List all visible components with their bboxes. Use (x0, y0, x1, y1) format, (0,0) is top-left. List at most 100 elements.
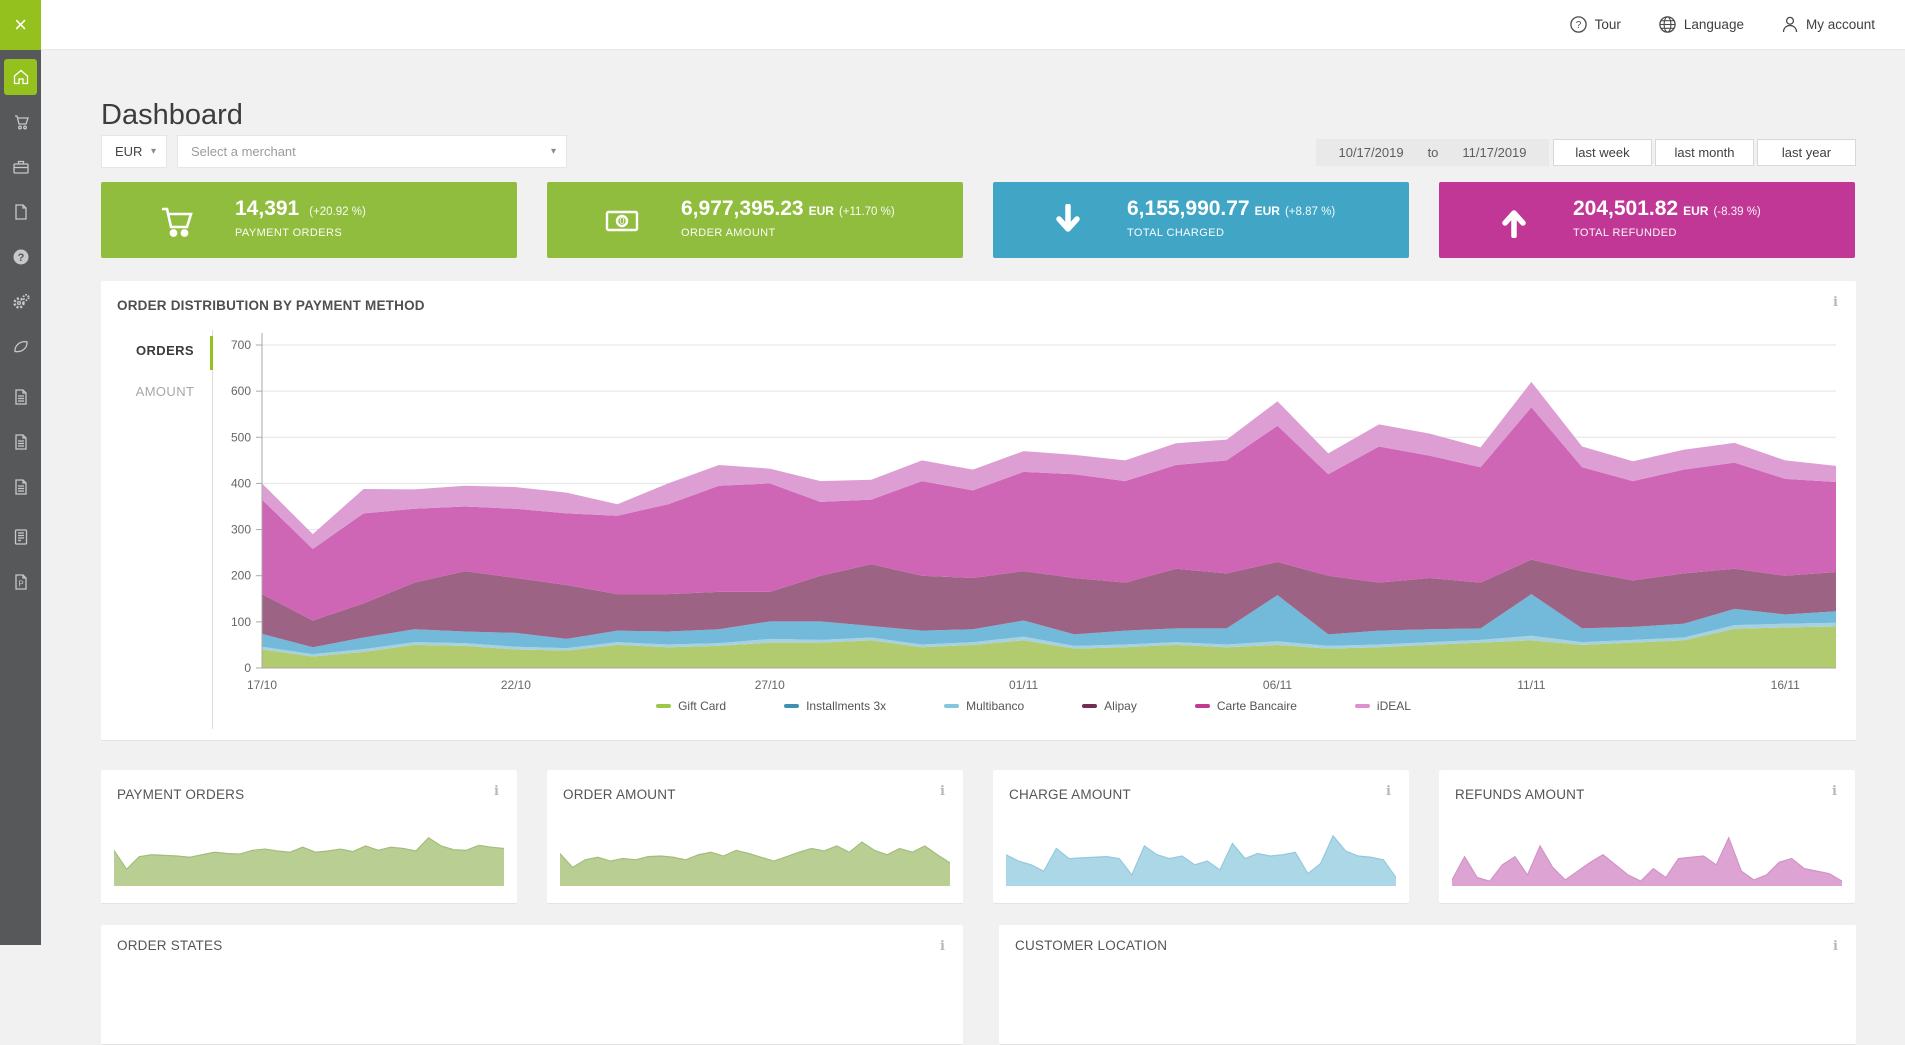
date-from[interactable]: 10/17/2019 (1338, 145, 1404, 160)
last-week-button[interactable]: last week (1553, 139, 1652, 166)
customer-location-panel: CUSTOMER LOCATION i (999, 925, 1856, 1045)
calculator-icon (14, 529, 27, 545)
info-icon[interactable]: i (940, 939, 945, 954)
charge-amount-spark-card: CHARGE AMOUNT i (993, 770, 1409, 904)
card-title: CHARGE AMOUNT (1009, 787, 1131, 802)
page-title: Dashboard (101, 99, 243, 132)
info-icon[interactable]: i (494, 784, 499, 799)
order-amount-spark-card: ORDER AMOUNT i (547, 770, 963, 904)
legend-item[interactable]: Gift Card (656, 699, 726, 713)
legend-item[interactable]: Installments 3x (784, 699, 886, 713)
svg-text:300: 300 (231, 523, 251, 537)
svg-text:11/11: 11/11 (1517, 678, 1546, 692)
order-distribution-panel: ORDER DISTRIBUTION BY PAYMENT METHOD i O… (101, 281, 1856, 741)
file-p-icon: P (14, 574, 27, 590)
kpi-delta: (-8.39 %) (1713, 206, 1761, 218)
file-text-icon (14, 479, 27, 495)
sidebar-item-report-2[interactable] (4, 424, 37, 460)
legend-label: Multibanco (966, 699, 1025, 713)
legend-swatch (656, 704, 672, 708)
language-label: Language (1683, 17, 1744, 32)
order-states-panel: ORDER STATES i (101, 925, 963, 1045)
tour-label: Tour (1594, 17, 1621, 32)
svg-text:27/10: 27/10 (755, 678, 785, 692)
arrow-up-icon (1493, 200, 1535, 242)
cart-icon (155, 200, 197, 242)
date-range-picker[interactable]: 10/17/2019 to 11/17/2019 (1316, 139, 1549, 166)
svg-text:?: ? (1575, 20, 1581, 31)
info-icon[interactable]: i (1386, 784, 1391, 799)
info-icon[interactable]: i (940, 784, 945, 799)
sidebar-item-documents[interactable] (4, 194, 37, 230)
sidebar-item-report-1[interactable] (4, 379, 37, 415)
tab-divider (212, 330, 213, 729)
kpi-label: TOTAL CHARGED (1127, 227, 1225, 239)
question-circle-icon: ? (1569, 16, 1587, 33)
language-link[interactable]: Language (1659, 16, 1744, 33)
legend-label: iDEAL (1376, 699, 1411, 713)
sidebar-item-home[interactable] (4, 59, 37, 95)
info-icon[interactable]: i (1832, 784, 1837, 799)
legend-item[interactable]: Carte Bancaire (1194, 699, 1297, 713)
info-icon[interactable]: i (1833, 295, 1838, 310)
legend-swatch (1194, 704, 1210, 708)
kpi-order-amount: 0 6,977,395.23 EUR (+11.70 %) ORDER AMOUNT (547, 182, 963, 258)
svg-text:16/11: 16/11 (1771, 678, 1800, 692)
svg-text:0: 0 (244, 661, 251, 675)
sparkline-chart (1006, 834, 1396, 886)
sparkline-chart (560, 841, 950, 886)
legend-label: Installments 3x (806, 699, 887, 713)
svg-text:600: 600 (231, 384, 251, 398)
svg-text:100: 100 (231, 615, 251, 629)
last-month-button[interactable]: last month (1655, 139, 1754, 166)
refunds-amount-spark-card: REFUNDS AMOUNT i (1439, 770, 1855, 904)
tab-amount[interactable]: AMOUNT (135, 384, 195, 399)
card-title: ORDER STATES (117, 938, 223, 953)
legend-label: Carte Bancaire (1216, 699, 1297, 713)
leaf-icon (13, 341, 28, 353)
svg-text:P: P (18, 580, 23, 589)
info-icon[interactable]: i (1833, 939, 1838, 954)
card-title: CUSTOMER LOCATION (1015, 938, 1168, 953)
sidebar-item-brand[interactable] (4, 329, 37, 365)
sidebar-item-report-3[interactable] (4, 469, 37, 505)
kpi-label: ORDER AMOUNT (681, 227, 776, 239)
chevron-down-icon: ▾ (550, 146, 556, 157)
legend-swatch (1354, 704, 1370, 708)
sidebar-item-invoices[interactable]: P (4, 564, 37, 600)
sidebar-item-orders[interactable] (4, 104, 37, 140)
legend-item[interactable]: iDEAL (1354, 699, 1411, 713)
svg-text:200: 200 (231, 569, 251, 583)
kpi-value: 14,391 (235, 197, 300, 220)
card-title: ORDER AMOUNT (563, 787, 676, 802)
my-account-label: My account (1805, 17, 1875, 32)
my-account-link[interactable]: My account (1782, 16, 1875, 33)
merchant-select[interactable]: Select a merchant ▾ (177, 135, 567, 168)
top-header: ? Tour Language My account (41, 0, 1905, 50)
chart-legend: Gift Card Installments 3x Multibanco Alipay… (231, 699, 1836, 713)
card-title: PAYMENT ORDERS (117, 787, 245, 802)
legend-swatch (944, 704, 960, 708)
close-menu-button[interactable]: × (0, 0, 41, 50)
sidebar-item-terminal[interactable] (4, 519, 37, 555)
kpi-label: TOTAL REFUNDED (1573, 227, 1677, 239)
legend-item[interactable]: Multibanco (944, 699, 1024, 713)
last-year-button[interactable]: last year (1757, 139, 1856, 166)
currency-select[interactable]: EUR ▾ (101, 135, 167, 168)
date-to[interactable]: 11/17/2019 (1462, 145, 1527, 160)
sidebar-item-business[interactable] (4, 149, 37, 185)
sidebar-item-settings[interactable] (4, 284, 37, 320)
sidebar-item-help[interactable]: ? (4, 239, 37, 275)
tab-orders[interactable]: ORDERS (135, 343, 195, 358)
legend-item[interactable]: Alipay (1082, 699, 1137, 713)
svg-text:400: 400 (231, 476, 251, 490)
svg-text:01/11: 01/11 (1009, 678, 1038, 692)
legend-swatch (1082, 704, 1098, 708)
globe-icon (1659, 16, 1676, 33)
kpi-delta: (+11.70 %) (838, 206, 895, 218)
gears-icon (12, 293, 30, 309)
tour-link[interactable]: ? Tour (1569, 16, 1621, 33)
cart-icon (14, 115, 29, 130)
kpi-value: 6,977,395.23 (681, 197, 804, 220)
svg-text:?: ? (17, 252, 24, 264)
